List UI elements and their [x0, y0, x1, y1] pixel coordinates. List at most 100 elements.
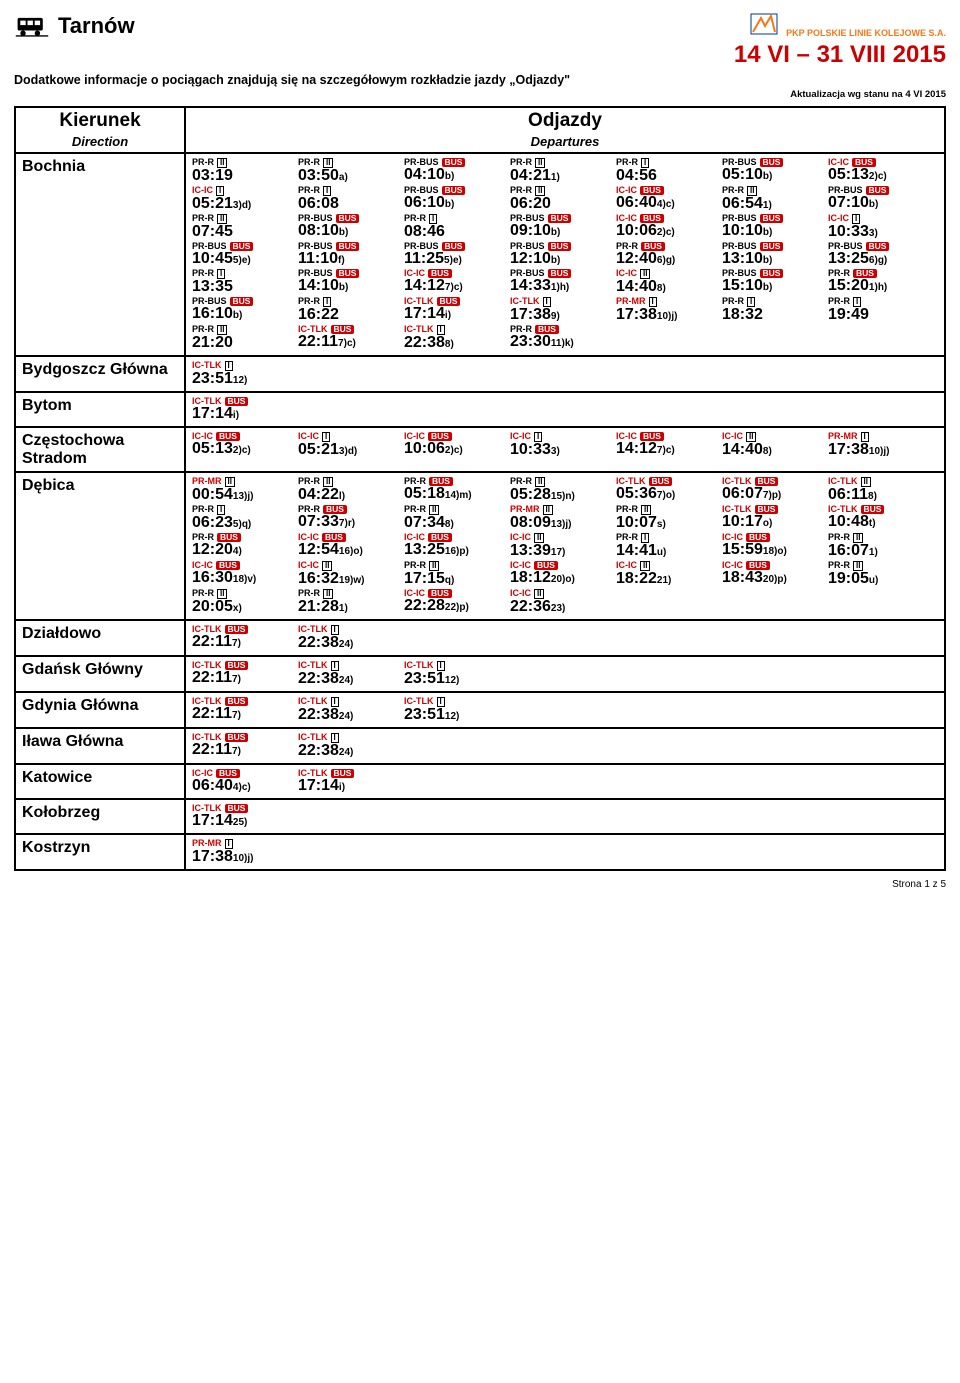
time-suffix: 20)o) [551, 574, 575, 585]
time-entry: IC-TLKBUS06:077)p) [722, 477, 820, 503]
table-row: Częstochowa StradomIC-ICBUS05:132)c)IC-I… [15, 427, 945, 472]
departure-time: 11:255)e) [404, 251, 502, 267]
time-suffix: 5)e) [444, 255, 462, 266]
times-cell: IC-TLKBUS22:117) IC-TLKI22:3824) [185, 728, 945, 764]
departure-time: 17:14i) [404, 306, 502, 322]
departure-time: 16:3219)w) [298, 571, 396, 587]
service-code: IC-IC [722, 432, 743, 441]
bus-badge: BUS [548, 214, 572, 223]
time-entry: IC-ICI05:213)d) [192, 186, 290, 212]
departure-time: 22:388) [404, 335, 502, 351]
time-suffix: 7) [232, 710, 241, 721]
time-entry: IC-TLKBUS22:117)c) [298, 325, 396, 351]
departure-time: 14:127)c) [404, 278, 502, 294]
departure-time: 22:3824) [298, 743, 396, 759]
time-suffix: 19)w) [339, 575, 365, 586]
time-suffix: 14)m) [445, 490, 472, 501]
time-suffix: f) [338, 255, 345, 266]
departure-time: 08:0913)j) [510, 515, 608, 531]
times-cell: PR-MRI17:3810)j) [185, 834, 945, 870]
time-entry: IC-TLKI22:3824) [298, 733, 396, 759]
departure-time: 04:22l) [298, 487, 396, 503]
time-entry: PR-RII21:20 [192, 325, 290, 351]
time-suffix: 7)p) [763, 490, 781, 501]
service-code: IC-TLK [298, 661, 328, 670]
departure-time: 04:10b) [404, 167, 502, 183]
departure-time: 07:348) [404, 515, 502, 531]
departure-time: 23:5112) [404, 671, 502, 687]
departure-time: 05:1814)m) [404, 486, 502, 502]
departure-time: 22:3623) [510, 599, 608, 615]
bus-badge: BUS [760, 214, 784, 223]
time-suffix: 12) [445, 711, 459, 722]
time-entry: IC-TLKI23:5112) [404, 697, 502, 723]
time-entry: IC-ICBUS14:127)c) [616, 432, 714, 458]
service-code: PR-R [192, 214, 214, 223]
departure-time: 04:56 [616, 168, 714, 184]
time-suffix: 1) [869, 547, 878, 558]
time-suffix: b) [339, 282, 348, 293]
time-entry: IC-TLKBUS22:117) [192, 733, 290, 759]
time-entry: IC-TLKBUS17:14i) [298, 769, 396, 794]
departure-time: 15:5918)o) [722, 542, 820, 558]
time-entry: IC-ICBUS13:2516)p) [404, 533, 502, 559]
time-suffix: 4)c) [657, 199, 675, 210]
time-entry: PR-MRII00:5413)j) [192, 477, 290, 503]
service-code: IC-TLK [510, 297, 540, 306]
departure-time: 16:22 [298, 307, 396, 323]
time-suffix: 15)n) [551, 491, 575, 502]
time-suffix: 7)c) [338, 338, 356, 349]
departure-time: 08:46 [404, 224, 502, 240]
time-entry: PR-RII21:281) [298, 589, 396, 615]
departure-time: 22:117)c) [298, 334, 396, 350]
brand-block: PKP POLSKIE LINIE KOLEJOWE S.A. 14 VI – … [734, 12, 946, 69]
time-suffix: 2)c) [445, 445, 463, 456]
time-entry: PR-RI13:35 [192, 269, 290, 295]
service-code: PR-R [192, 505, 214, 514]
departure-time: 14:41u) [616, 543, 714, 559]
time-entry: PR-RII07:348) [404, 505, 502, 531]
departure-time: 22:3824) [298, 635, 396, 651]
departure-time: 23:3011)k) [510, 334, 608, 350]
time-entry: PR-RII06:541) [722, 186, 820, 212]
time-entry: PR-RBUS12:204) [192, 533, 290, 559]
page-header: Tarnów PKP POLSKIE LINIE KOLEJOWE S.A. 1… [14, 12, 946, 69]
service-code: PR-R [298, 477, 320, 486]
service-code: PR-R [404, 505, 426, 514]
time-entry: PR-BUSBUS14:10b) [298, 269, 396, 295]
table-row: BytomIC-TLKBUS17:14i) [15, 392, 945, 427]
time-suffix: 1)h) [869, 282, 887, 293]
time-suffix: 12) [233, 375, 247, 386]
time-entry: PR-BUSBUS04:10b) [404, 158, 502, 184]
time-entry: PR-RII20:05x) [192, 589, 290, 615]
time-suffix: 4)c) [233, 782, 251, 793]
time-entry: PR-RII03:50a) [298, 158, 396, 184]
service-code: IC-TLK [828, 477, 858, 486]
times-cell: IC-TLKBUS22:117)IC-TLKI22:3824) [185, 620, 945, 656]
time-entry: PR-BUSBUS14:331)h) [510, 269, 608, 295]
departure-time: 21:281) [298, 599, 396, 615]
bus-badge: BUS [548, 269, 572, 278]
time-entry: PR-BUSBUS13:10b) [722, 242, 820, 267]
time-suffix: 24) [339, 639, 353, 650]
time-suffix: 11)k) [551, 338, 574, 349]
departure-time: 05:132)c) [828, 167, 926, 183]
departure-time: 07:10b) [828, 195, 926, 211]
time-entry: PR-RI18:32 [722, 297, 820, 323]
time-entry: PR-RI06:08 [298, 186, 396, 212]
departure-time: 10:333) [828, 224, 926, 240]
bus-badge: BUS [866, 186, 890, 195]
header-direction: Kierunek [15, 107, 185, 134]
bus-badge: BUS [336, 269, 360, 278]
time-suffix: 10)j) [869, 446, 890, 457]
service-code: PR-R [510, 477, 532, 486]
time-entry: PR-BUSBUS08:10b) [298, 214, 396, 240]
departure-time: 22:2822)p) [404, 598, 502, 614]
time-suffix: 1)h) [551, 282, 569, 293]
bus-badge: BUS [760, 242, 784, 251]
table-row: Iława GłównaIC-TLKBUS22:117)IC-TLKI22:38… [15, 728, 945, 764]
time-entry: IC-ICII14:408) [616, 269, 714, 295]
time-suffix: o) [763, 518, 772, 529]
time-entry: IC-ICI10:333) [828, 214, 926, 240]
departure-time: 06:541) [722, 196, 820, 212]
